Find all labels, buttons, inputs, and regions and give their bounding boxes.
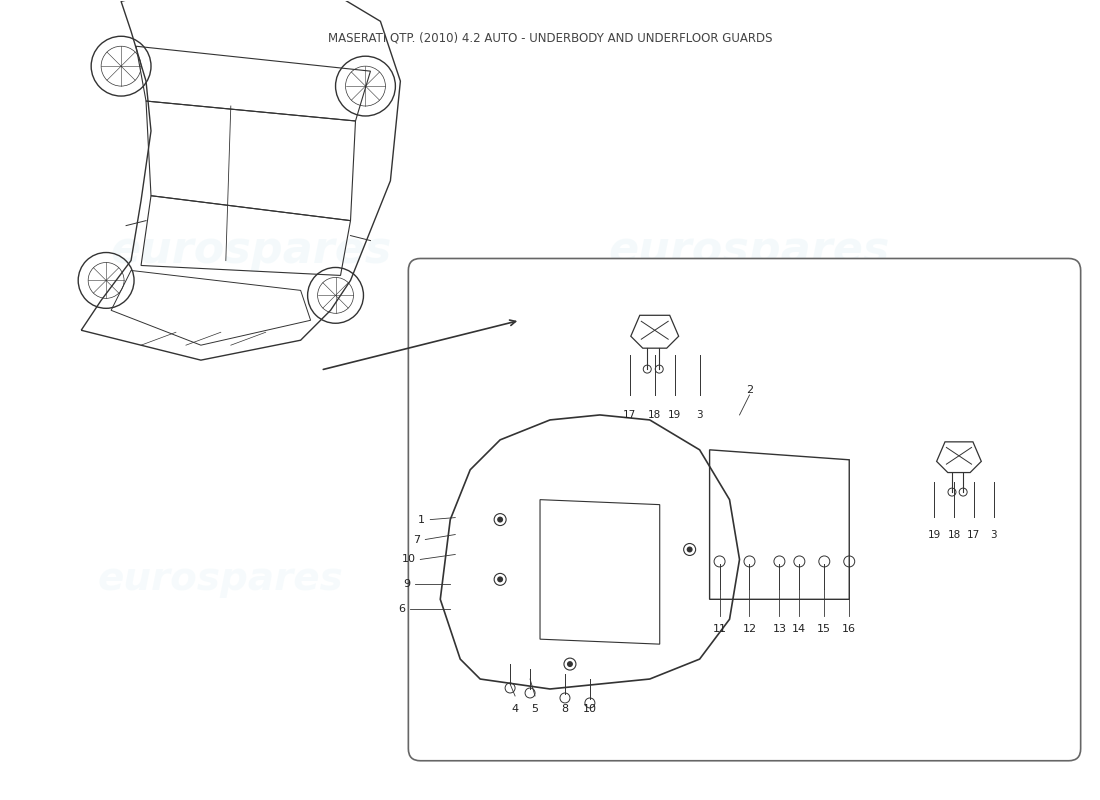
Text: 3: 3 [991, 530, 998, 539]
Circle shape [686, 546, 693, 553]
Text: 3: 3 [696, 410, 703, 420]
Text: 1: 1 [418, 514, 426, 525]
Text: 12: 12 [742, 624, 757, 634]
Text: eurospares: eurospares [98, 560, 343, 598]
Text: 16: 16 [843, 624, 856, 634]
Text: 19: 19 [668, 410, 681, 420]
Text: 4: 4 [512, 704, 519, 714]
Text: 18: 18 [947, 530, 960, 539]
Circle shape [497, 517, 503, 522]
Text: 7: 7 [414, 534, 420, 545]
Text: 11: 11 [713, 624, 727, 634]
Text: eurospares: eurospares [608, 229, 890, 272]
Text: 17: 17 [967, 530, 980, 539]
Text: 9: 9 [404, 579, 410, 590]
Text: 19: 19 [927, 530, 940, 539]
Text: 6: 6 [398, 604, 406, 614]
Text: 14: 14 [792, 624, 806, 634]
Text: 10: 10 [402, 554, 416, 565]
Text: 5: 5 [531, 704, 539, 714]
FancyBboxPatch shape [408, 258, 1080, 761]
Text: eurospares: eurospares [110, 229, 392, 272]
Circle shape [566, 661, 573, 667]
Text: 17: 17 [624, 410, 637, 420]
Text: 15: 15 [817, 624, 832, 634]
Text: 18: 18 [648, 410, 661, 420]
Circle shape [497, 576, 503, 582]
Text: 8: 8 [561, 704, 569, 714]
Text: 13: 13 [772, 624, 786, 634]
Text: 10: 10 [583, 704, 597, 714]
Text: MASERATI QTP. (2010) 4.2 AUTO - UNDERBODY AND UNDERFLOOR GUARDS: MASERATI QTP. (2010) 4.2 AUTO - UNDERBOD… [328, 31, 772, 44]
Text: 2: 2 [746, 385, 754, 395]
Text: eurospares: eurospares [576, 560, 823, 598]
